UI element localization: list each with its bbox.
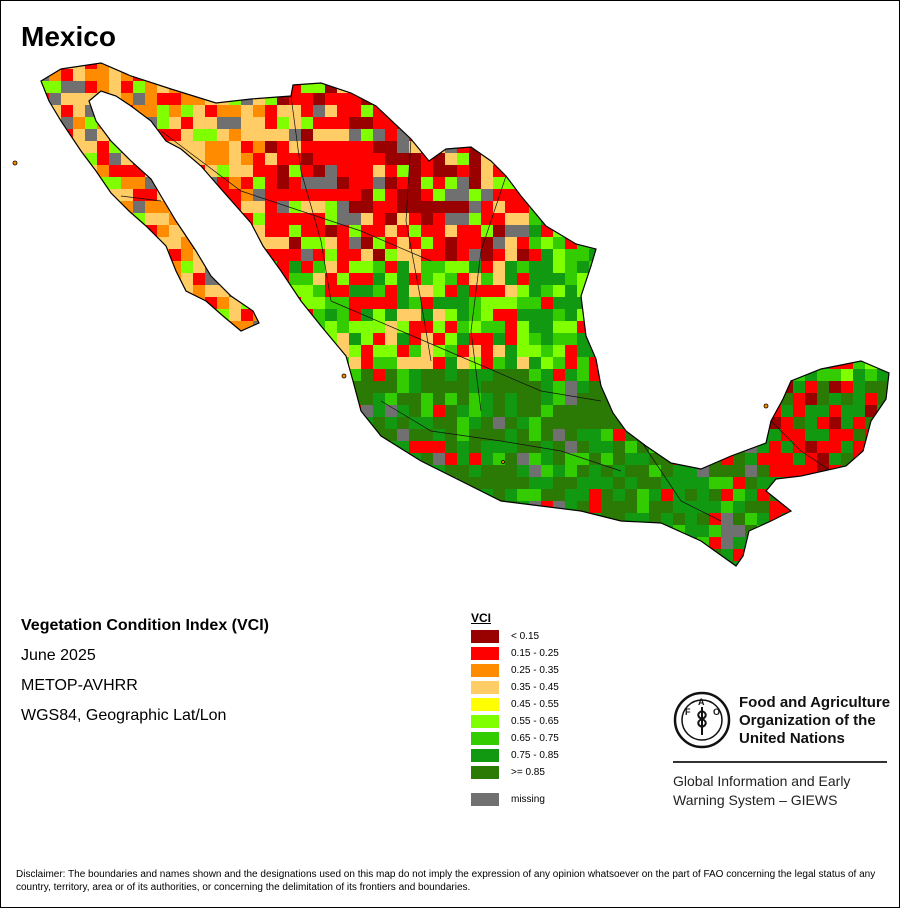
legend-label: 0.15 - 0.25 [511, 648, 559, 659]
projection: WGS84, Geographic Lat/Lon [21, 707, 227, 724]
map-title: Mexico [21, 21, 116, 52]
state-borders [120, 95, 832, 522]
legend-swatch [471, 793, 499, 806]
fao-logo-letter-f: F [685, 707, 691, 717]
legend-swatch [471, 732, 499, 745]
org-name-line1: Food and Agriculture [739, 694, 891, 711]
legend-label: 0.25 - 0.35 [511, 665, 559, 676]
legend-label: < 0.15 [511, 631, 540, 642]
legend-label: >= 0.85 [511, 767, 545, 778]
fao-logo-letter-a: A [698, 697, 705, 707]
legend-swatch [471, 630, 499, 643]
system-name-line2: Warning System – GIEWS [673, 792, 838, 808]
legend-label: 0.75 - 0.85 [511, 750, 559, 761]
vci-map [12, 62, 890, 567]
islands [12, 160, 769, 464]
legend-swatch [471, 698, 499, 711]
legend-label: 0.45 - 0.55 [511, 699, 559, 710]
system-name: Global Information and Early Warning Sys… [673, 772, 850, 810]
legend-label: 0.35 - 0.45 [511, 682, 559, 693]
org-name: Food and Agriculture Organization of the… [739, 694, 890, 748]
system-name-line1: Global Information and Early [673, 773, 851, 789]
disclaimer: Disclaimer: The boundaries and names sho… [16, 869, 876, 893]
vci-raster [41, 63, 889, 566]
legend-swatch [471, 749, 499, 762]
divider [673, 761, 887, 763]
legend-label: 0.55 - 0.65 [511, 716, 559, 727]
legend-title: VCI [471, 611, 492, 625]
legend-swatch [471, 715, 499, 728]
org-name-line2: Organization of the [739, 712, 876, 729]
legend-label: 0.65 - 0.75 [511, 733, 559, 744]
legend-swatch [471, 766, 499, 779]
org-name-line3: United Nations [739, 730, 845, 747]
legend-swatch [471, 664, 499, 677]
sensor: METOP-AVHRR [21, 677, 138, 694]
fao-logo-icon: F A O [673, 691, 731, 749]
fao-logo-letter-o: O [713, 707, 720, 717]
legend-swatch [471, 681, 499, 694]
index-name: Vegetation Condition Index (VCI) [21, 617, 269, 634]
period: June 2025 [21, 647, 96, 664]
legend-label: missing [511, 794, 545, 805]
legend-swatch [471, 647, 499, 660]
